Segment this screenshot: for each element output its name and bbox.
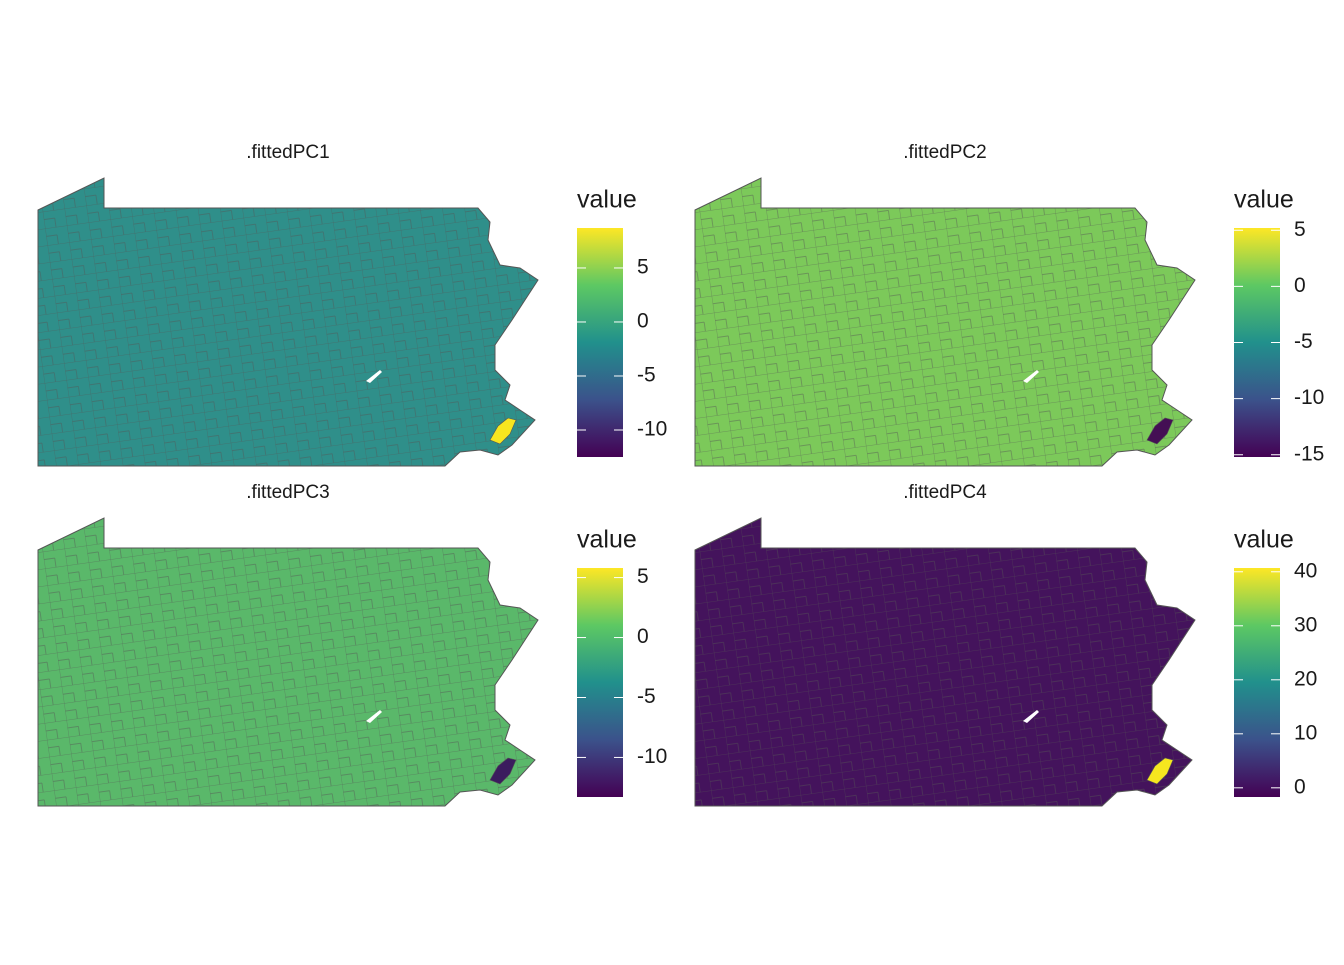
legend-title: value: [1234, 186, 1294, 214]
legend-tick-label: 0: [637, 625, 649, 648]
legend-tick-label: 5: [637, 256, 649, 279]
philadelphia: [489, 757, 517, 785]
legend-tick-label: 0: [1294, 775, 1306, 798]
legend-tick-label: 5: [637, 565, 649, 588]
legend-tick-label: -5: [1294, 330, 1313, 353]
legend-title: value: [577, 526, 637, 554]
lake: [366, 710, 382, 723]
panels: .fittedPC1 value -10 -5 0 5 .fittedPC2 value -15…: [37, 142, 1324, 807]
colorbar: [577, 228, 623, 457]
colorbar: [1234, 568, 1280, 797]
map: [37, 177, 539, 467]
legend-tick-label: 20: [1294, 667, 1317, 690]
colorbar: [577, 568, 623, 797]
panel-title: .fittedPC1: [246, 142, 329, 163]
panel-title: .fittedPC2: [903, 142, 986, 163]
legend-tick-label: 0: [637, 310, 649, 333]
panel-title: .fittedPC3: [246, 482, 329, 503]
legend-tick-label: 10: [1294, 721, 1317, 744]
legend-tick-label: 30: [1294, 613, 1317, 636]
legend-title: value: [1234, 526, 1294, 554]
map: [694, 517, 1196, 807]
legend-tick-label: 5: [1294, 218, 1306, 241]
legend-tick-label: -15: [1294, 442, 1324, 465]
philadelphia: [1146, 757, 1174, 785]
panel: .fittedPC4 value 0 10 20 30 40: [694, 482, 1317, 807]
lake: [366, 370, 382, 383]
tract-borders: [38, 518, 538, 806]
legend-tick-label: 40: [1294, 559, 1317, 582]
legend-tick-label: -5: [637, 364, 656, 387]
panel: .fittedPC1 value -10 -5 0 5: [37, 142, 667, 467]
legend-tick-label: -10: [637, 745, 667, 768]
philadelphia: [489, 417, 517, 445]
lake: [1023, 710, 1039, 723]
legend-title: value: [577, 186, 637, 214]
tract-borders: [695, 178, 1195, 466]
legend-tick-label: -5: [637, 685, 656, 708]
lake: [1023, 370, 1039, 383]
tract-borders: [38, 178, 538, 466]
tract-borders: [695, 518, 1195, 806]
panel: .fittedPC3 value -10 -5 0 5: [37, 482, 667, 807]
philadelphia: [1146, 417, 1174, 445]
map: [37, 517, 539, 807]
legend-tick-label: 0: [1294, 274, 1306, 297]
panel: .fittedPC2 value -15 -10 -5 0 5: [694, 142, 1324, 467]
legend-tick-label: -10: [637, 418, 667, 441]
panel-title: .fittedPC4: [903, 482, 987, 503]
legend-tick-label: -10: [1294, 386, 1324, 409]
map: [694, 177, 1196, 467]
